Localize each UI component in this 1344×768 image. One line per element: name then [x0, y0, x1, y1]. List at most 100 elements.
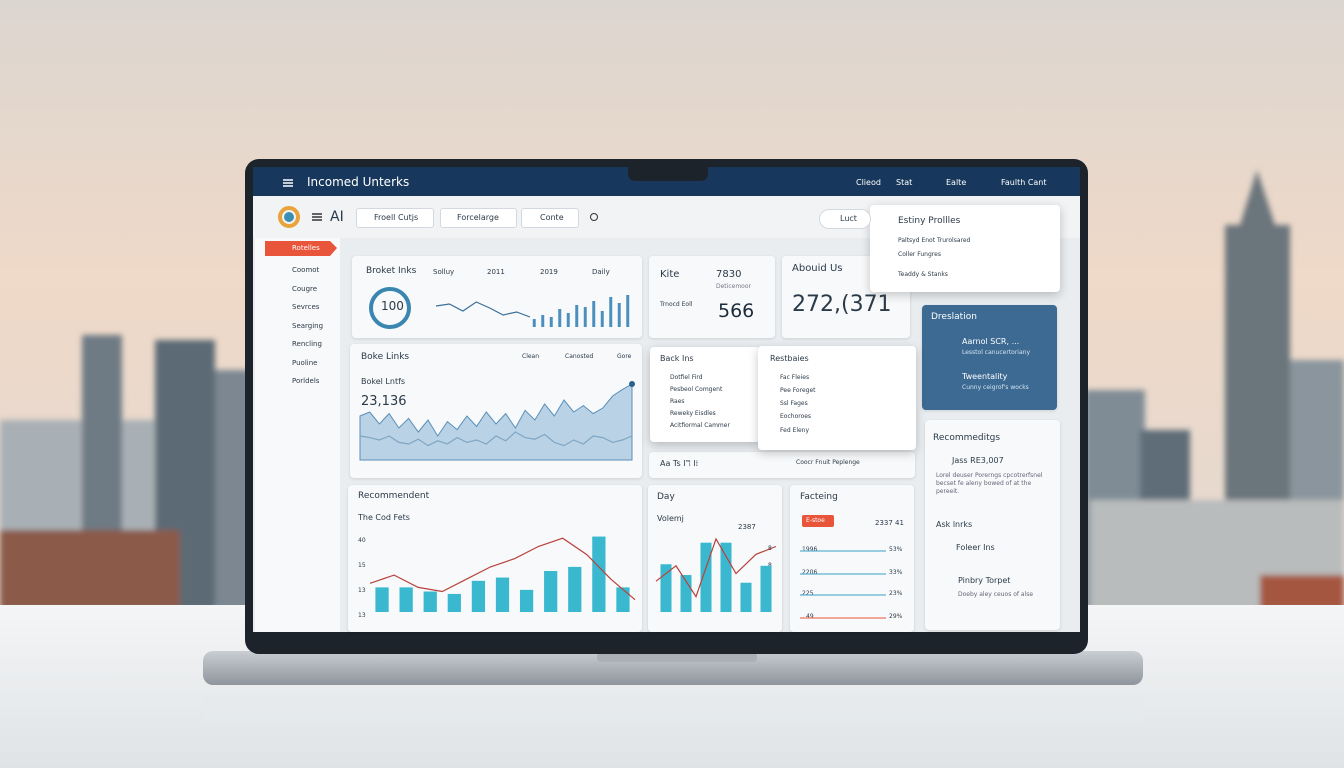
popup-item[interactable]: Eochoroes	[780, 413, 812, 420]
rec-item[interactable]: Pinbry Torpet	[958, 576, 1011, 585]
menu-item[interactable]: Stat	[896, 178, 913, 187]
y-tick-label: 4	[768, 577, 772, 584]
menu-item[interactable]: Clieod	[856, 178, 881, 187]
notch	[628, 167, 708, 181]
blue-card	[922, 305, 1057, 410]
y-tick-label: 8	[768, 545, 772, 552]
row-label: 1996	[802, 546, 818, 553]
dropdown-item[interactable]: Paltsyd Enot Trurolsared	[898, 237, 971, 244]
kpi-value: 23,136	[361, 394, 407, 409]
menu-item[interactable]: Ealte	[946, 178, 967, 187]
row-label: 49	[806, 613, 814, 620]
popup-item[interactable]: Acitfiormal Cammer	[670, 422, 730, 429]
popup-item[interactable]: Raes	[670, 398, 685, 405]
kpi-total: 566	[718, 300, 755, 322]
y-tick-label: 13	[358, 587, 366, 594]
rec-item[interactable]: Foleer Ins	[956, 543, 995, 552]
menu-icon	[312, 213, 322, 221]
sidebar-active	[265, 241, 337, 256]
dropdown-item[interactable]: Coller Fungres	[898, 251, 941, 258]
search-icon	[590, 213, 598, 221]
popup-item[interactable]: Reweky Eisdles	[670, 410, 716, 417]
card-title: Facteing	[800, 492, 838, 502]
legend-item: Gore	[617, 353, 632, 360]
tab[interactable]: 2011	[487, 268, 505, 276]
popup-item[interactable]: Dotfiel Fird	[670, 374, 703, 381]
card	[649, 256, 775, 338]
nav-item[interactable]: Sevrces	[292, 303, 320, 311]
sidebar	[255, 238, 340, 632]
popup-item[interactable]: Pee Foreget	[780, 387, 816, 394]
nav-item[interactable]: Rotelles	[292, 244, 320, 252]
item-title: Tweentality	[962, 372, 1008, 381]
brand: AI	[330, 209, 344, 225]
search-label[interactable]: Luct	[840, 214, 857, 223]
row-label: 2206	[802, 569, 818, 576]
popup-title: Restbaies	[770, 354, 809, 363]
popup-item[interactable]: Fac Fleies	[780, 374, 810, 381]
nav-item[interactable]: Searging	[292, 322, 324, 330]
card-title: Boke Links	[361, 352, 410, 362]
popup-item[interactable]: Ssl Fages	[780, 400, 808, 407]
item-title: Aarnol SCR, ...	[962, 337, 1020, 346]
kpi-value: 7830	[716, 269, 742, 280]
dropdown-item[interactable]: Teaddy & Stanks	[898, 271, 948, 278]
dropdown-title: Estiny Prollles	[898, 216, 961, 226]
button-label[interactable]: Conte	[540, 213, 564, 222]
button[interactable]	[819, 209, 871, 229]
card-title: Day	[657, 492, 675, 502]
card	[348, 485, 642, 632]
card-title: Abouid Us	[792, 263, 843, 274]
button[interactable]	[440, 208, 517, 228]
popup	[758, 346, 916, 450]
popup-item[interactable]: Pesbeol Comgent	[670, 386, 723, 393]
subtitle: The Cod Fets	[358, 513, 410, 522]
card-title: Kite	[660, 269, 680, 280]
legend-item: Canosted	[565, 353, 594, 360]
popup-item[interactable]: Fed Eleny	[780, 427, 810, 434]
tab[interactable]: Daily	[592, 268, 610, 276]
tab[interactable]: 2019	[540, 268, 558, 276]
card-title: Dreslation	[931, 312, 977, 322]
item-text: Lesstol canucertoriany	[962, 349, 1031, 356]
item-text: Lorel deuser Porerngs cpcotrerfsnel becs…	[936, 472, 1043, 495]
item-text: Doeby aley ceuos of alse	[958, 591, 1034, 598]
item-text: Cunny ceigrof's wocks	[962, 384, 1029, 391]
row-value: 29%	[889, 613, 903, 620]
nav-item[interactable]: Puoline	[292, 359, 318, 367]
nav-item[interactable]: Coomot	[292, 266, 320, 274]
card	[925, 420, 1060, 630]
y-tick-label: 40	[358, 537, 366, 544]
y-tick-label: 13	[358, 612, 366, 619]
gauge	[369, 287, 411, 329]
tag-label: E-stoe	[806, 517, 825, 524]
subtitle: Volemj	[657, 514, 684, 523]
app-title: Incomed Unterks	[307, 175, 410, 189]
nav-item[interactable]: Porldels	[292, 377, 320, 385]
tag	[802, 515, 834, 527]
menu-item[interactable]: Faulth Cant	[1001, 178, 1047, 187]
logo	[278, 206, 300, 228]
popup-title: Back Ins	[660, 354, 694, 363]
legend-item: Clean	[522, 353, 540, 360]
nav-item[interactable]: Rencling	[292, 340, 322, 348]
logo-core	[284, 212, 294, 222]
row-value: 33%	[889, 569, 903, 576]
button-label[interactable]: Froell Cutjs	[374, 213, 419, 222]
y-tick-label: 15	[358, 562, 366, 569]
laptop-base	[203, 651, 1143, 685]
icon-row[interactable]: Aa Ts Iℸ I⁞	[660, 459, 699, 468]
card	[649, 452, 915, 478]
strip-text: Coocr Fnuit Peplenge	[796, 459, 860, 466]
kpi-value: 2337 41	[875, 519, 904, 527]
card	[648, 485, 782, 632]
button[interactable]	[356, 208, 434, 228]
card	[350, 344, 642, 478]
kpi-value: 2387	[738, 523, 756, 531]
button-label[interactable]: Forcelarge	[457, 213, 499, 222]
subtitle: Bokel Lntfs	[361, 377, 406, 386]
dropdown	[870, 205, 1060, 292]
nav-item[interactable]: Cougre	[292, 285, 318, 293]
tab[interactable]: Solluy	[433, 268, 455, 276]
button[interactable]	[521, 208, 579, 228]
